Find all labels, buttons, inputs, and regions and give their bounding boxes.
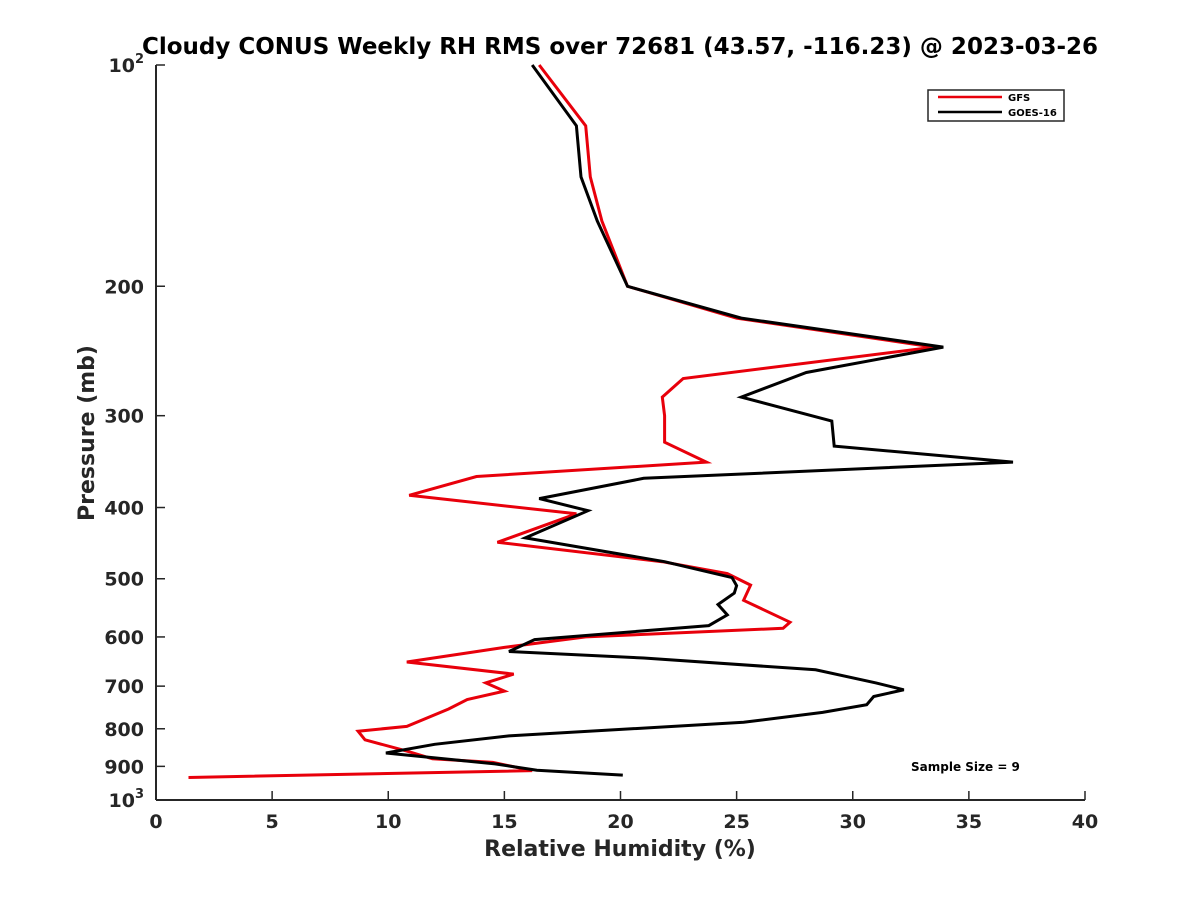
x-tick-label: 20 <box>607 811 633 833</box>
legend-box <box>927 89 1065 122</box>
x-axis-ticks: 0 5 10 15 20 25 30 35 40 <box>149 791 1098 833</box>
plot-area: 0 5 10 15 20 25 30 35 40 102 200 300 400 500 600 700 80… <box>104 52 1098 833</box>
y-tick-label: 102 <box>109 52 145 77</box>
legend-label-goes-16: GOES-16 <box>1008 108 1057 119</box>
x-axis-label: Relative Humidity (%) <box>484 837 756 862</box>
x-tick-label: 5 <box>266 811 279 833</box>
y-tick-label: 500 <box>104 569 144 591</box>
sample-size-annotation: Sample Size = 9 <box>911 760 1020 774</box>
y-tick-label: 400 <box>104 498 144 520</box>
y-axis-label: Pressure (mb) <box>75 345 100 521</box>
series-line-goes-16 <box>385 64 1014 777</box>
y-tick-label: 800 <box>104 719 144 741</box>
x-tick-label: 0 <box>149 811 162 833</box>
y-tick-label: 200 <box>104 276 144 298</box>
legend: GFS GOES-16 <box>927 89 1065 122</box>
x-tick-label: 30 <box>840 811 866 833</box>
y-tick-label: 700 <box>104 676 144 698</box>
x-tick-label: 10 <box>375 811 401 833</box>
series-line-gfs <box>188 64 935 779</box>
y-tick-label: 300 <box>104 406 144 428</box>
x-tick-label: 25 <box>723 811 749 833</box>
x-tick-label: 35 <box>956 811 982 833</box>
x-tick-label: 15 <box>491 811 517 833</box>
x-tick-label: 40 <box>1072 811 1098 833</box>
y-tick-label: 600 <box>104 627 144 649</box>
y-tick-label: 103 <box>109 787 145 812</box>
y-axis-ticks: 102 200 300 400 500 600 700 800 900 103 <box>104 52 165 812</box>
legend-label-gfs: GFS <box>1008 93 1030 104</box>
y-tick-label: 900 <box>104 756 144 778</box>
chart-title: Cloudy CONUS Weekly RH RMS over 72681 (4… <box>142 34 1098 60</box>
series-lines <box>188 64 1014 779</box>
